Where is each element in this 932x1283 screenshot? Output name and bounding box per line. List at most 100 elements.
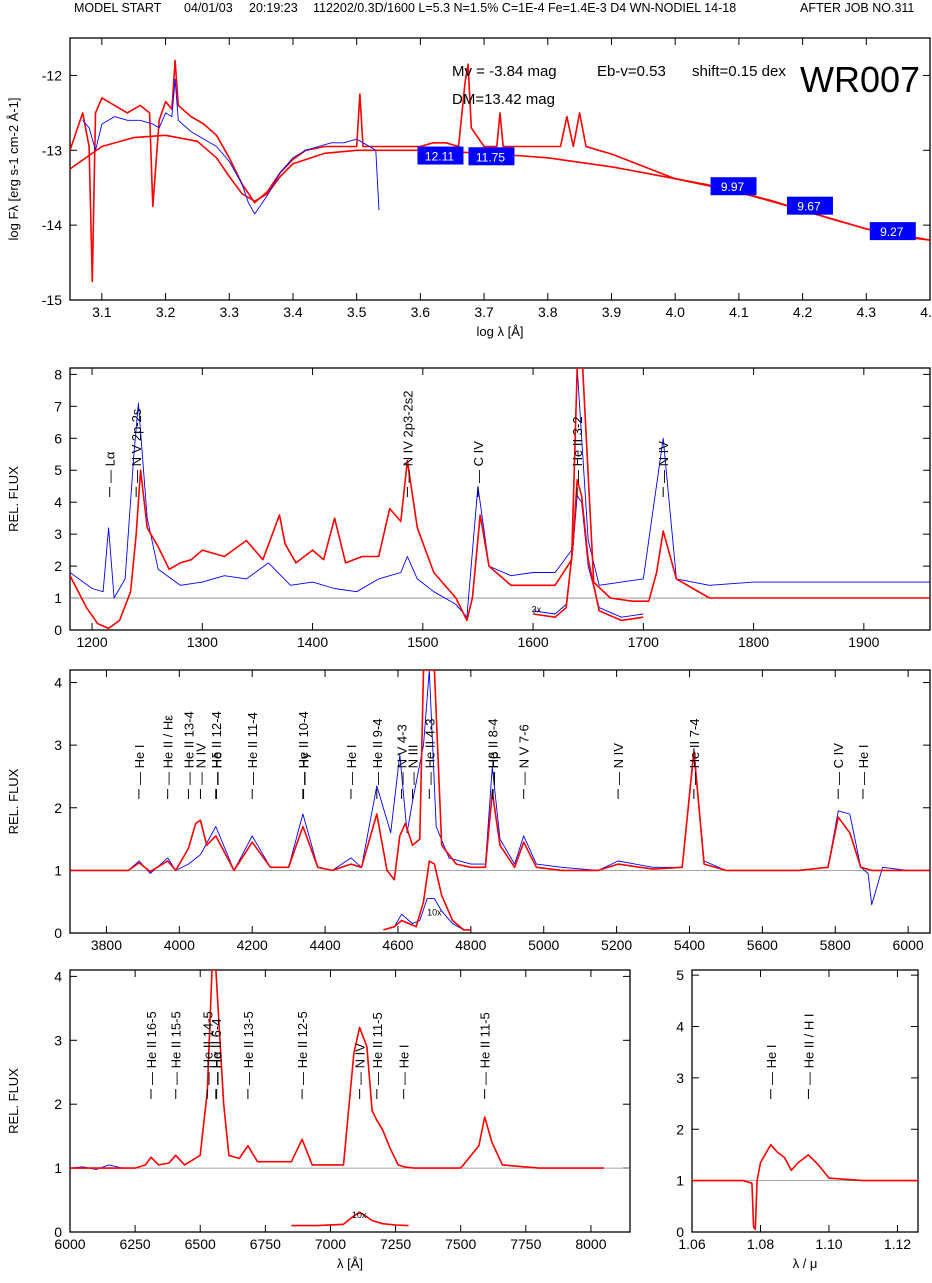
- y-tick-label: 3: [676, 1070, 684, 1086]
- y-tick-label: 3: [54, 737, 62, 753]
- x-tick-label: 6250: [120, 1236, 151, 1252]
- x-tick-label: 1200: [76, 634, 107, 650]
- x-axis-label: λ / μ: [793, 1256, 818, 1271]
- x-tick-label: 4000: [164, 937, 195, 953]
- plot-frame: [691, 969, 919, 1233]
- line-id-label: — Hα: [210, 1051, 225, 1085]
- x-tick-label: 4200: [237, 937, 268, 953]
- y-tick-label: 5: [676, 967, 684, 983]
- x-tick-label: 5800: [820, 937, 851, 953]
- inset-scale-label: 3x: [532, 604, 542, 614]
- inset-scale-label: 10x: [352, 1210, 367, 1220]
- x-tick-label: 7750: [510, 1236, 541, 1252]
- x-tick-label: 3.7: [474, 304, 494, 320]
- line-id-label: — He II 14-5: [200, 1011, 215, 1085]
- x-tick-label: 1.08: [747, 1236, 774, 1252]
- shift-label: shift=0.15 dex: [692, 63, 786, 80]
- x-tick-label: 5400: [674, 937, 705, 953]
- y-axis-label: log Fλ [erg s-1 cm-2 Å-1]: [6, 97, 21, 240]
- x-tick-label: 3.1: [92, 304, 112, 320]
- x-tick-label: 7000: [315, 1236, 346, 1252]
- photometry-value: 9.27: [880, 225, 904, 239]
- line-id-label: — He II 12-4: [209, 711, 224, 785]
- photometry-box: [786, 196, 833, 215]
- header-date: 04/01/03: [184, 1, 233, 15]
- x-tick-label: 1300: [187, 634, 218, 650]
- line-id-label: — He II 11-4: [245, 712, 260, 785]
- photometry-box: [869, 222, 916, 241]
- x-axis-label: λ [Å]: [337, 1256, 363, 1271]
- line-id-label: — He II 11-5: [478, 1012, 493, 1085]
- y-tick-label: 1: [54, 862, 62, 878]
- line-id-label: — C IV: [831, 743, 846, 785]
- line-id-label: — N V 7-6: [517, 724, 532, 785]
- x-tick-label: 4800: [455, 937, 486, 953]
- y-tick-label: 1: [54, 1160, 62, 1176]
- series-inset-model: [532, 478, 644, 622]
- x-tick-label: 5200: [601, 937, 632, 953]
- photometry-box: [417, 146, 464, 165]
- series-observed: [70, 368, 930, 618]
- x-tick-label: 6750: [250, 1236, 281, 1252]
- header-time: 20:19:23: [249, 1, 298, 15]
- line-id-label: — He II 13-5: [241, 1011, 256, 1085]
- y-tick-label: 0: [54, 622, 62, 638]
- line-id-label: — He II 3-2: [570, 417, 585, 483]
- y-tick-label: -13: [42, 142, 62, 158]
- series-model-spectrum: [70, 59, 930, 283]
- series-observed: [70, 1164, 123, 1170]
- x-tick-label: 1900: [848, 634, 879, 650]
- x-tick-label: 3.3: [220, 304, 240, 320]
- y-tick-label: 2: [54, 800, 62, 816]
- x-tick-label: 3.5: [347, 304, 367, 320]
- line-id-label: — He II 8-4: [485, 719, 500, 785]
- series-model: [70, 970, 604, 1169]
- y-tick-label: -12: [42, 67, 62, 83]
- y-tick-label: 7: [54, 398, 62, 414]
- y-tick-label: 6: [54, 430, 62, 446]
- chart-uv: 1200 1300 1400 1500 1600 1700 1800 1900 0 1 2 3 4 5 6 7…: [6, 366, 931, 650]
- y-tick-label: 1: [676, 1173, 684, 1189]
- series-model: [70, 368, 930, 630]
- line-id-label: — N IV: [193, 743, 208, 785]
- x-tick-label: 1600: [517, 634, 548, 650]
- y-tick-label: 4: [54, 494, 62, 510]
- photometry-box: [710, 177, 757, 196]
- x-tick-label: 3.9: [602, 304, 622, 320]
- chart-sed: 3.1 3.2 3.3 3.4 3.5 3.6 3.7 3.8 3.9 4.0 4.1 4.2 4.3 4…: [6, 37, 932, 339]
- x-tick-label: 3800: [91, 937, 122, 953]
- x-tick-label: 3.8: [538, 304, 558, 320]
- header-job: AFTER JOB NO.311: [800, 1, 915, 15]
- line-id-label: — He II 12-5: [295, 1011, 310, 1085]
- series-inset-observed: [383, 898, 471, 931]
- x-tick-label: 3.4: [283, 304, 303, 320]
- y-tick-label: 0: [54, 1224, 62, 1240]
- line-id-label: — N IV: [353, 1043, 368, 1085]
- plot-frame: [69, 669, 931, 934]
- y-tick-label: 2: [676, 1121, 684, 1137]
- y-tick-label: 2: [54, 558, 62, 574]
- y-tick-label: 8: [54, 366, 62, 382]
- y-tick-label: 0: [676, 1224, 684, 1240]
- line-id-label: — Hβ: [486, 752, 501, 785]
- series-inset-observed: [533, 495, 644, 618]
- line-id-label: — He II / H I: [801, 1013, 816, 1085]
- y-tick-label: -14: [42, 217, 62, 233]
- line-id-label: — N III: [406, 745, 421, 785]
- chart-ir: 1.06 1.08 1.10 1.12 0 1 2 3 4 5 λ / μ — He I — He II…: [676, 967, 919, 1271]
- y-tick-label: 3: [54, 526, 62, 542]
- x-tick-label: 4.1: [729, 304, 749, 320]
- line-id-label: — He I: [856, 745, 871, 785]
- x-tick-label: 7250: [380, 1236, 411, 1252]
- x-tick-label: 1.12: [884, 1236, 911, 1252]
- y-tick-label: 0: [54, 925, 62, 941]
- line-id-label: — N V 2p-2s: [129, 408, 144, 483]
- line-id-label: — He II 4-3: [422, 719, 437, 785]
- x-tick-label: 1.10: [815, 1236, 842, 1252]
- x-tick-label: 6000: [893, 937, 924, 953]
- header-model-start: MODEL START: [74, 1, 162, 15]
- y-tick-label: 1: [54, 590, 62, 606]
- photometry-value: 11.75: [476, 150, 505, 164]
- x-tick-label: 1500: [407, 634, 438, 650]
- y-tick-label: 4: [676, 1019, 684, 1035]
